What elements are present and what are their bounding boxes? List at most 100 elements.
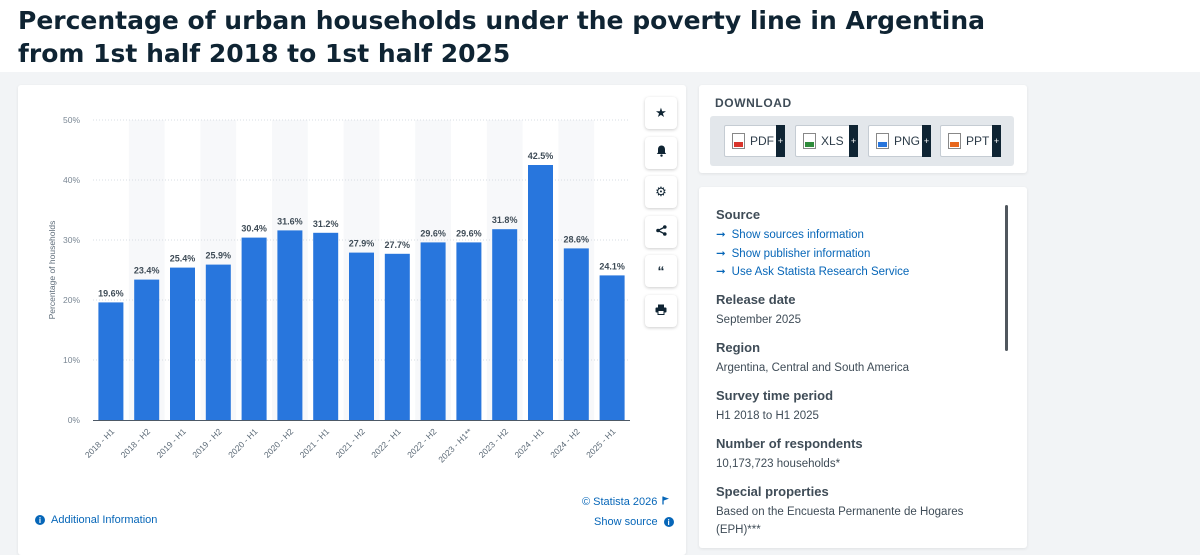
data-label: 31.6% [277,216,303,226]
bar [98,302,124,420]
arrow-right-icon: ➞ [716,229,726,241]
bar-chart: 0% 10% 20% 30% 40% 50% Percentage of household… [47,115,630,465]
data-label: 30.4% [241,224,267,234]
xls-file-icon [803,133,816,149]
show-source-link[interactable]: Show source i [594,516,674,528]
show-publisher-link[interactable]: ➞ Show publisher information [716,245,1001,264]
data-label: 31.2% [313,219,339,229]
print-icon [655,303,667,318]
download-panel: DOWNLOAD PDF + XLS + PNG + PPT + [699,85,1027,173]
data-label: 27.7% [385,240,411,250]
bar [563,248,589,420]
data-label: 28.6% [564,234,590,244]
data-label: 19.6% [98,288,124,298]
chart-card: 0% 10% 20% 30% 40% 50% Percentage of household… [18,85,686,555]
region-value: Argentina, Central and South America [716,361,910,374]
plus-icon: + [776,125,785,157]
download-pdf-label: PDF [750,134,774,148]
plus-icon: + [992,125,1001,157]
bar [205,264,231,420]
statistic-details-panel: Source ➞ Show sources information ➞ Show p… [699,187,1027,548]
download-ppt-label: PPT [966,134,990,148]
special-properties-value: Based on the Encuesta Permanente de Hoga… [716,505,964,536]
share-icon [655,224,667,239]
quote-icon: “ [657,263,665,279]
download-png-button[interactable]: PNG + [868,125,931,157]
data-label: 31.8% [492,215,518,225]
x-tick-label: 2024 - H2 [548,426,582,460]
png-file-icon [876,133,889,149]
x-tick-label: 2022 - H2 [405,426,439,460]
bar [134,279,160,420]
show-source-label: Show source [594,516,658,528]
statista-credit[interactable]: © Statista 2026 [582,496,670,508]
data-label: 24.1% [599,261,625,271]
bar [492,229,518,420]
bar [170,267,195,420]
download-title: DOWNLOAD [715,96,792,110]
x-tick-label: 2020 - H2 [262,426,296,460]
notification-button[interactable] [645,136,677,169]
data-label: 29.6% [456,228,482,238]
gear-icon: ⚙ [655,184,667,199]
page-title: Percentage of urban households under the… [18,6,986,68]
y-tick-label: 10% [63,355,80,365]
details-scrollbar[interactable] [1005,205,1008,351]
info-icon: i [663,517,674,527]
data-label: 23.4% [134,266,160,276]
bar [456,242,482,420]
bar [277,230,303,420]
y-tick-label: 40% [63,175,80,185]
favorite-button[interactable]: ★ [645,97,677,129]
data-label: 42.5% [528,151,554,161]
download-pdf-button[interactable]: PDF + [724,125,785,157]
x-tick-label: 2021 - H1 [298,426,332,460]
source-heading: Source [716,207,761,222]
bar [599,275,625,420]
x-tick-label: 2020 - H1 [226,426,260,460]
cite-button[interactable]: “ [645,255,677,287]
bar [313,232,339,420]
bar [384,253,410,420]
x-tick-label: 2018 - H2 [119,426,153,460]
download-ppt-button[interactable]: PPT + [940,125,1001,157]
additional-information-label: Additional Information [51,514,158,526]
x-tick-label: 2024 - H1 [512,426,546,460]
show-sources-link[interactable]: ➞ Show sources information [716,226,1001,245]
x-tick-label: 2019 - H1 [154,426,188,460]
bar [241,237,267,420]
download-xls-label: XLS [821,134,844,148]
show-publisher-label: Show publisher information [731,247,871,260]
pdf-file-icon [732,133,745,149]
download-xls-button[interactable]: XLS + [795,125,858,157]
additional-information-link[interactable]: i Additional Information [35,514,157,526]
star-icon: ★ [655,105,667,120]
research-service-link[interactable]: ➞ Use Ask Statista Research Service [716,263,1001,282]
bar [528,165,553,420]
x-tick-label: 2019 - H2 [190,426,224,460]
flag-icon [662,496,670,508]
x-tick-label: 2018 - H1 [83,426,117,460]
y-axis-label: Percentage of households [47,221,57,320]
show-sources-label: Show sources information [731,229,864,241]
arrow-right-icon: ➞ [716,266,726,278]
research-service-label: Use Ask Statista Research Service [731,266,910,278]
bar [349,252,374,420]
respondents-value: 10,173,723 households* [716,457,841,470]
respondents-heading: Number of respondents [716,435,863,451]
print-button[interactable] [645,294,677,327]
survey-period-value: H1 2018 to H1 2025 [716,409,819,422]
bell-icon [656,145,667,160]
plus-icon: + [922,125,931,157]
x-tick-label: 2025 - H1 [584,426,618,460]
data-label: 25.9% [206,251,232,261]
data-label: 25.4% [170,254,196,264]
plus-icon: + [849,125,858,157]
arrow-right-icon: ➞ [716,247,726,260]
settings-button[interactable]: ⚙ [645,176,677,208]
share-button[interactable] [645,215,677,248]
ppt-file-icon [948,133,961,149]
download-options: PDF + XLS + PNG + PPT + [710,116,1014,166]
y-tick-label: 0% [68,415,81,425]
x-tick-label: 2023 - H1** [436,426,475,465]
